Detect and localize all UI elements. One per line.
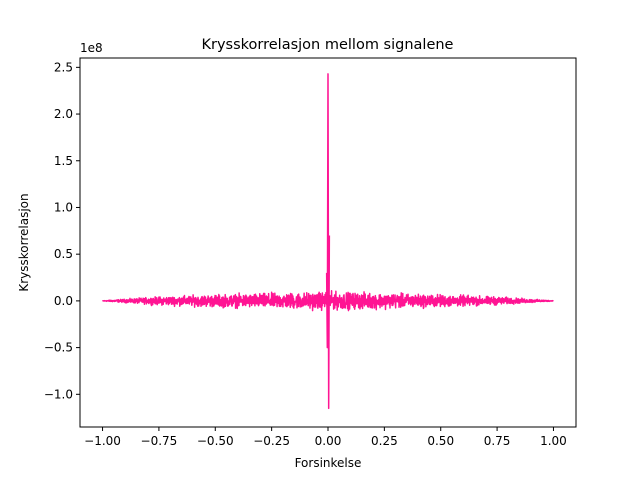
y-tick-label: 2.5 [54,60,73,74]
x-tick-label: 0.75 [484,434,511,448]
y-offset-label: 1e8 [80,41,103,55]
y-tick-label: 0.5 [54,247,73,261]
x-tick-label: 0.50 [427,434,454,448]
chart-title: Krysskorrelasjon mellom signalene [202,37,454,53]
y-tick-label: 0.0 [54,294,73,308]
x-tick-label: −1.00 [84,434,121,448]
y-tick-label: −0.5 [44,341,73,355]
x-tick-label: 0.25 [371,434,398,448]
y-axis-label: Krysskorrelasjon [17,193,31,291]
y-tick-label: 1.5 [54,154,73,168]
x-axis: −1.00 −0.75 −0.50 −0.25 0.00 0.25 0.50 0.75 1.00 [84,427,567,448]
x-tick-label: −0.25 [253,434,290,448]
y-tick-label: 2.0 [54,107,73,121]
y-tick-label: −1.0 [44,387,73,401]
x-tick-label: 0.00 [315,434,342,448]
y-axis: −1.0 −0.5 0.0 0.5 1.0 1.5 2.0 2.5 [44,60,80,401]
x-axis-label: Forsinkelse [295,456,362,470]
series-layer [101,73,555,410]
x-tick-label: −0.50 [197,434,234,448]
plot-area [79,57,577,428]
y-tick-label: 1.0 [54,200,73,214]
x-tick-label: −0.75 [141,434,178,448]
series-spike [325,73,331,410]
x-tick-label: 1.00 [540,434,567,448]
